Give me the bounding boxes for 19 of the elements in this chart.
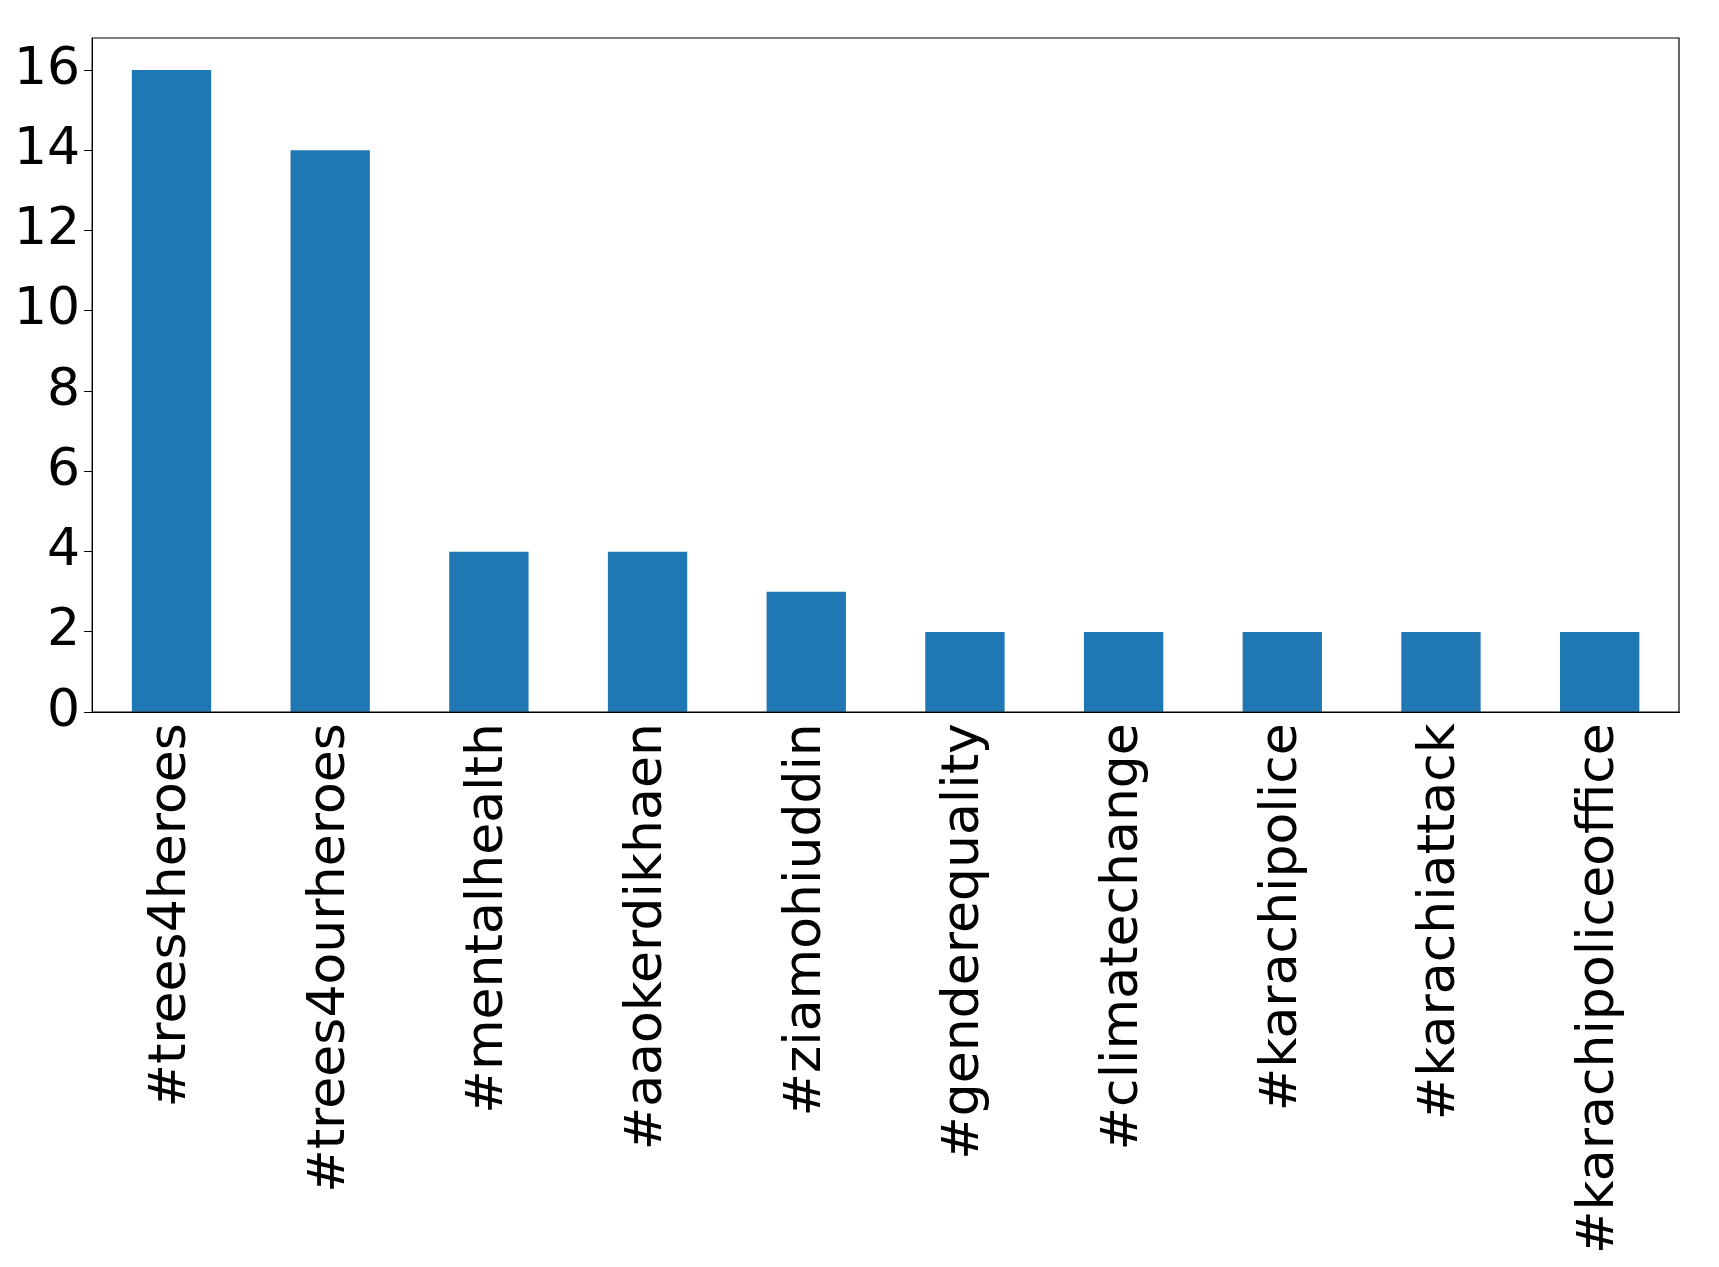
y-tick-label: 16 bbox=[14, 35, 81, 96]
x-tick-label: #trees4heroes bbox=[137, 723, 198, 1108]
y-tick-label: 2 bbox=[47, 597, 81, 658]
y-tick-label: 14 bbox=[14, 115, 81, 176]
x-tick-label: #karachipolice bbox=[1247, 723, 1308, 1112]
x-tick-label: #trees4ourheroes bbox=[295, 723, 356, 1193]
y-tick-label: 8 bbox=[47, 356, 81, 417]
x-tick-label: #climatechange bbox=[1089, 723, 1150, 1151]
x-tick-label: #genderequality bbox=[930, 723, 991, 1160]
x-tick-label: #karachipoliceoffice bbox=[1565, 723, 1626, 1254]
y-tick-label: 10 bbox=[14, 276, 81, 337]
y-tick-label: 12 bbox=[14, 196, 81, 257]
y-tick-label: 4 bbox=[47, 517, 81, 578]
y-tick-label: 6 bbox=[47, 436, 81, 497]
x-tick-label: #karachiattack bbox=[1406, 723, 1467, 1121]
x-tick-label: #ziamohiuddin bbox=[771, 723, 832, 1117]
y-tick-label: 0 bbox=[47, 677, 81, 738]
x-tick-label: #aaokerdikhaen bbox=[613, 723, 674, 1151]
x-tick-label: #mentalhealth bbox=[454, 723, 515, 1114]
